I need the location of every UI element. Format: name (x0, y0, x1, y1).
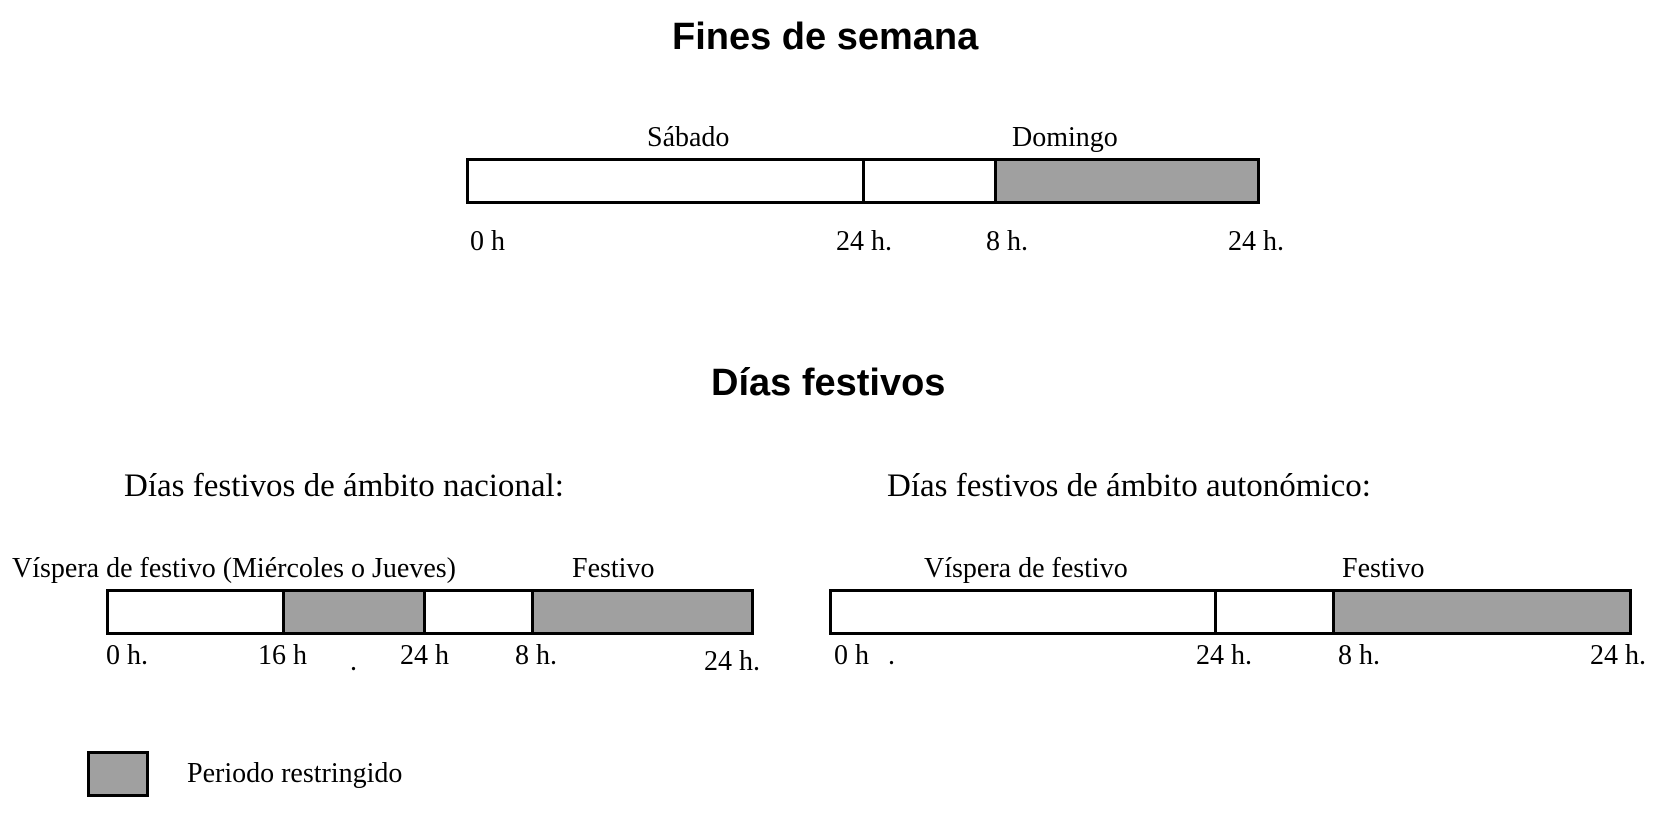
weekend-tick-24h-sun: 24 h. (1228, 226, 1284, 257)
regional-eve-segment (829, 589, 1217, 635)
regional-tick-24h-end: 24 h. (1590, 640, 1646, 671)
weekend-tick-0h: 0 h (470, 226, 505, 257)
national-tick-dot: . (350, 646, 357, 677)
weekend-tick-24h-sat: 24 h. (836, 226, 892, 257)
saturday-segment (466, 158, 865, 204)
national-eve-restricted-segment (282, 589, 426, 635)
saturday-label: Sábado (647, 122, 730, 153)
national-eve-free-segment (106, 589, 285, 635)
national-holiday-free-segment (423, 589, 534, 635)
holidays-title: Días festivos (711, 362, 946, 404)
national-tick-8h: 8 h. (515, 640, 557, 671)
national-eve-label: Víspera de festivo (Miércoles o Jueves) (12, 553, 456, 584)
legend-label: Periodo restringido (187, 758, 403, 789)
sunday-label: Domingo (1012, 122, 1118, 153)
national-tick-16h: 16 h (258, 640, 307, 671)
regional-holiday-label: Festivo (1342, 553, 1425, 584)
regional-tick-24h: 24 h. (1196, 640, 1252, 671)
national-tick-24h-end: 24 h. (704, 646, 760, 677)
national-tick-0h: 0 h. (106, 640, 148, 671)
regional-holiday-free-segment (1214, 589, 1335, 635)
national-holiday-restricted-segment (531, 589, 754, 635)
legend-swatch (87, 751, 149, 797)
regional-tick-dot: . (888, 640, 895, 671)
regional-heading: Días festivos de ámbito autonómico: (887, 468, 1371, 504)
national-holiday-label: Festivo (572, 553, 655, 584)
weekend-title: Fines de semana (672, 16, 979, 58)
national-heading: Días festivos de ámbito nacional: (124, 468, 564, 504)
weekend-tick-8h-sun: 8 h. (986, 226, 1028, 257)
national-tick-24h: 24 h (400, 640, 449, 671)
regional-eve-label: Víspera de festivo (924, 553, 1128, 584)
sunday-restricted-segment (994, 158, 1260, 204)
regional-tick-8h: 8 h. (1338, 640, 1380, 671)
sunday-free-segment (862, 158, 997, 204)
regional-holiday-restricted-segment (1332, 589, 1632, 635)
regional-tick-0h: 0 h (834, 640, 869, 671)
